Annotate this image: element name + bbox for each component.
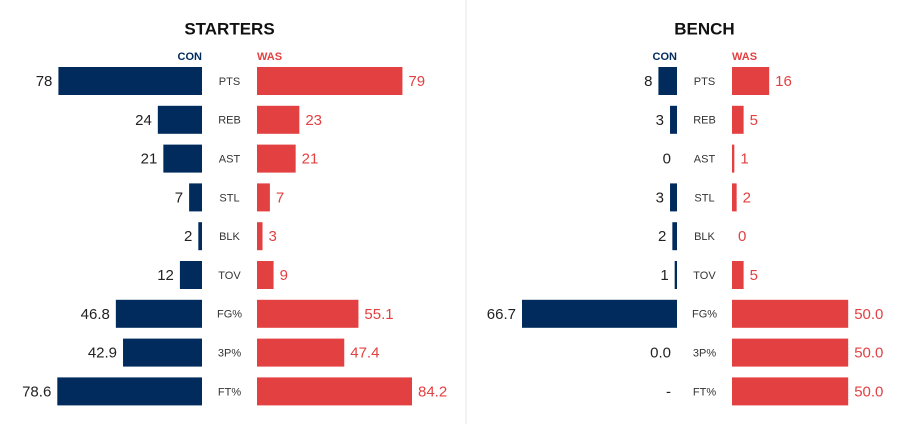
value-label: 79 <box>408 73 425 90</box>
category-label: STL <box>219 192 239 204</box>
category-label: AST <box>694 154 716 166</box>
value-label: 50.0 <box>854 306 883 323</box>
value-label: 2 <box>184 228 192 245</box>
category-label: PTS <box>219 76 240 88</box>
bar <box>732 144 735 173</box>
bar <box>157 105 202 134</box>
bar <box>189 183 202 212</box>
series-header: WAS <box>257 51 282 63</box>
bar <box>674 261 677 289</box>
value-label: 46.8 <box>81 306 110 323</box>
bar <box>257 105 300 134</box>
chart-title: BENCH <box>674 19 734 38</box>
value-label: 9 <box>280 267 288 284</box>
bar <box>732 183 737 212</box>
bar <box>257 67 403 95</box>
bar <box>58 67 203 95</box>
value-label: 8 <box>644 73 652 90</box>
value-label: 55.1 <box>364 306 393 323</box>
value-label: 3 <box>656 189 664 206</box>
bar <box>732 299 849 328</box>
value-label: 1 <box>740 151 748 168</box>
value-label: 50.0 <box>854 383 883 400</box>
category-label: FT% <box>693 386 716 398</box>
bar <box>522 299 677 328</box>
bar <box>732 67 770 95</box>
bar <box>257 299 359 328</box>
category-label: TOV <box>693 270 716 282</box>
bar <box>257 261 274 289</box>
category-label: AST <box>219 154 241 166</box>
category-label: 3P% <box>218 348 241 360</box>
bar <box>257 183 270 212</box>
series-header: CON <box>653 51 678 63</box>
bar <box>57 377 202 406</box>
chart-title: STARTERS <box>184 19 274 38</box>
value-label: 3 <box>269 228 277 245</box>
bar <box>732 105 744 134</box>
bar <box>115 299 202 328</box>
value-label: 24 <box>135 112 152 129</box>
series-header: WAS <box>732 51 757 63</box>
bar <box>670 183 677 212</box>
bar <box>672 222 677 251</box>
value-label: 21 <box>141 151 158 168</box>
value-label: 66.7 <box>487 306 516 323</box>
bar <box>732 261 744 289</box>
category-label: REB <box>693 115 716 127</box>
value-label: 7 <box>276 189 284 206</box>
bar <box>670 105 677 134</box>
category-label: BLK <box>219 231 240 243</box>
category-label: STL <box>694 192 714 204</box>
category-label: 3P% <box>693 348 716 360</box>
value-label: 5 <box>750 267 758 284</box>
value-label: 78 <box>36 73 53 90</box>
value-label: 5 <box>750 112 758 129</box>
value-label: 3 <box>656 112 664 129</box>
value-label: 12 <box>157 267 174 284</box>
category-label: FT% <box>218 386 241 398</box>
category-label: FG% <box>217 309 242 321</box>
value-label: 2 <box>658 228 666 245</box>
bar <box>123 338 202 367</box>
bar <box>658 67 677 95</box>
category-label: FG% <box>692 309 717 321</box>
bar <box>163 144 202 173</box>
value-label: 23 <box>305 112 322 129</box>
value-label: 0 <box>663 151 671 168</box>
value-label: 1 <box>660 267 668 284</box>
value-label: 0 <box>738 228 746 245</box>
value-label: 0.0 <box>650 345 671 362</box>
category-label: REB <box>218 115 241 127</box>
value-label: 16 <box>775 73 792 90</box>
value-label: 42.9 <box>88 345 117 362</box>
bar <box>257 338 345 367</box>
category-label: BLK <box>694 231 715 243</box>
value-label: 2 <box>743 189 751 206</box>
bar <box>257 377 412 406</box>
category-label: TOV <box>218 270 241 282</box>
value-label: 21 <box>302 151 319 168</box>
value-label: 50.0 <box>854 345 883 362</box>
value-label: 78.6 <box>22 383 51 400</box>
bar <box>179 261 202 289</box>
bar <box>198 222 202 251</box>
value-label: 7 <box>175 189 183 206</box>
category-label: PTS <box>694 76 715 88</box>
value-label: - <box>666 383 671 400</box>
series-header: CON <box>178 51 203 63</box>
bar <box>257 144 296 173</box>
bar <box>732 377 849 406</box>
bar <box>257 222 263 251</box>
value-label: 47.4 <box>350 345 379 362</box>
value-label: 84.2 <box>418 383 447 400</box>
bar <box>732 338 849 367</box>
